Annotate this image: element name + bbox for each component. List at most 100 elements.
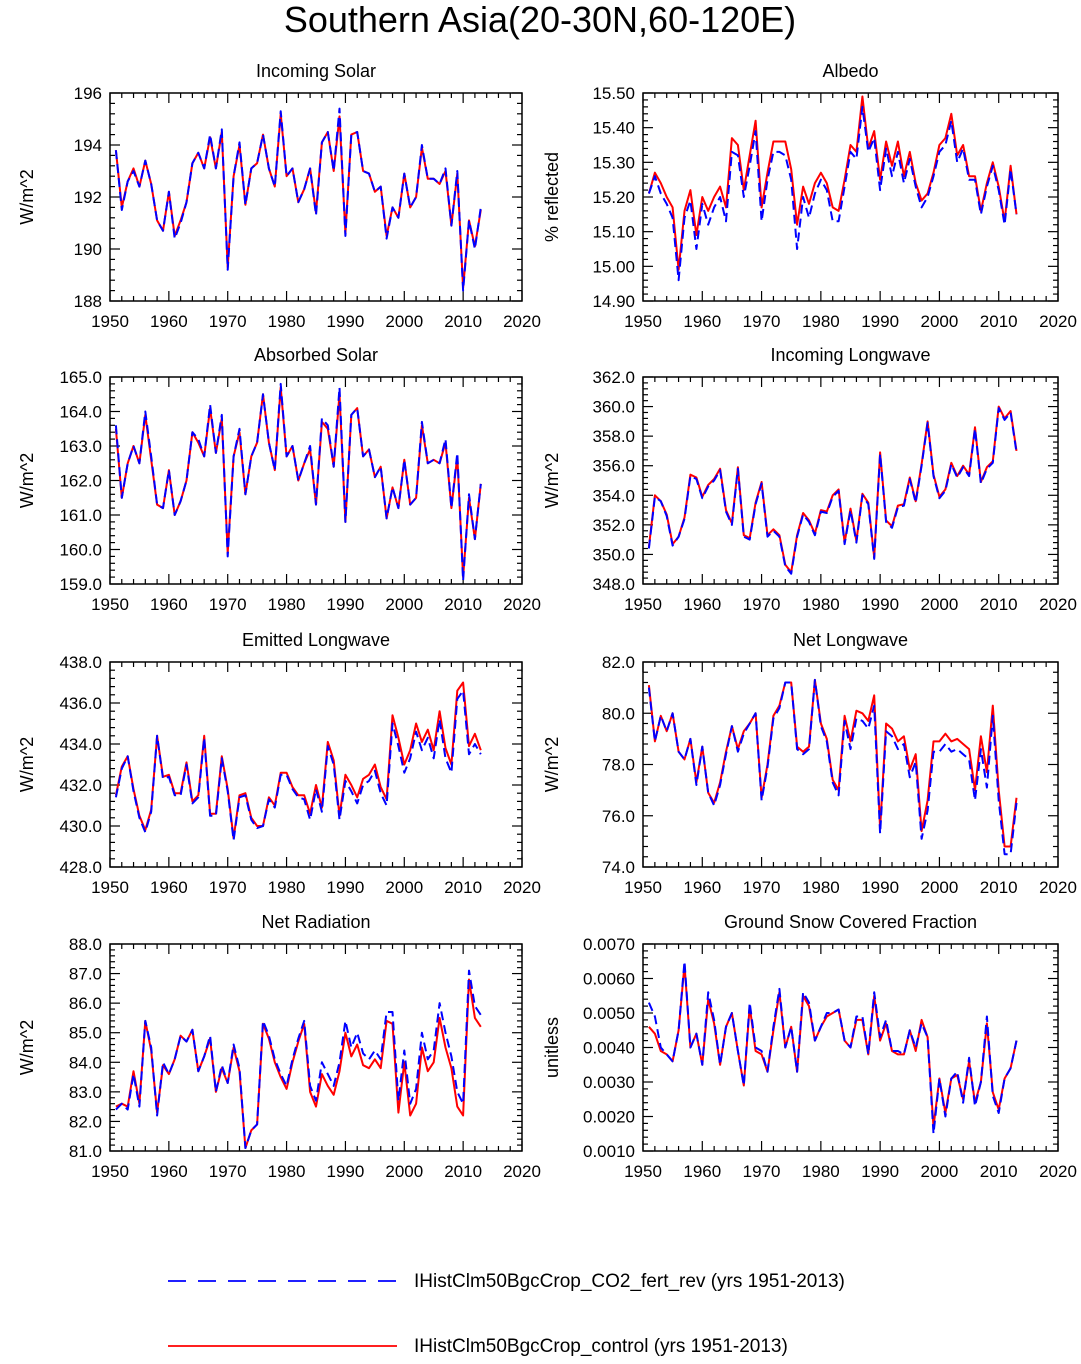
chart-emitted-longwave-series-co2-fert-rev-line	[114, 689, 482, 842]
chart-absorbed-solar-ytick-label: 159.0	[59, 575, 102, 594]
chart-absorbed-solar-ytick-label: 163.0	[59, 437, 102, 456]
chart-emitted-longwave-xtick-label: 2000	[385, 878, 423, 897]
chart-incoming-solar-xtick-label: 1950	[91, 312, 129, 331]
chart-ground-snow-covered-fraction: Ground Snow Covered Fraction unitless 1950…	[542, 912, 1077, 1181]
chart-incoming-solar-xtick-label: 1960	[150, 312, 188, 331]
chart-incoming-solar-xtick-label: 1990	[327, 312, 365, 331]
chart-net-radiation-series-control-line	[115, 978, 482, 1149]
chart-emitted-longwave-ytick-label: 434.0	[59, 735, 102, 754]
chart-ground-snow-covered-fraction-series-co2-fert-rev-line	[647, 960, 1018, 1135]
chart-incoming-longwave-ytick-label: 352.0	[592, 516, 635, 535]
chart-albedo-series-co2-fert-rev-line	[647, 105, 1018, 282]
chart-net-radiation-ytick-label: 84.0	[69, 1053, 102, 1072]
chart-ground-snow-covered-fraction-ytick-label: 0.0050	[583, 1004, 635, 1023]
chart-incoming-longwave-xtick-label: 1990	[861, 595, 899, 614]
chart-net-longwave-title: Net Longwave	[793, 630, 908, 650]
chart-incoming-solar-title: Incoming Solar	[256, 61, 376, 81]
chart-incoming-solar-ylabel: W/m^2	[17, 169, 37, 224]
chart-albedo-xtick-label: 2020	[1039, 312, 1077, 331]
chart-ground-snow-covered-fraction-xtick-label: 1960	[683, 1162, 721, 1181]
chart-emitted-longwave-ytick-label: 432.0	[59, 776, 102, 795]
chart-absorbed-solar-xtick-label: 1950	[91, 595, 129, 614]
chart-ground-snow-covered-fraction-xtick-label: 2010	[980, 1162, 1018, 1181]
chart-incoming-longwave-ytick-label: 358.0	[592, 427, 635, 446]
chart-absorbed-solar-ytick-label: 164.0	[59, 403, 102, 422]
chart-ground-snow-covered-fraction-ytick-label: 0.0010	[583, 1142, 635, 1161]
chart-incoming-longwave: Incoming Longwave W/m^2 1950 1960 1970 1980 19…	[542, 345, 1077, 614]
chart-albedo-title: Albedo	[822, 61, 878, 81]
chart-incoming-longwave-xtick-label: 1960	[683, 595, 721, 614]
chart-absorbed-solar-xtick-label: 1960	[150, 595, 188, 614]
chart-incoming-solar-xtick-label: 1970	[209, 312, 247, 331]
chart-net-radiation-xtick-label: 1960	[150, 1162, 188, 1181]
chart-albedo-xtick-label: 1960	[683, 312, 721, 331]
chart-net-radiation-xtick-label: 2000	[385, 1162, 423, 1181]
chart-net-radiation-xtick-label: 1950	[91, 1162, 129, 1181]
chart-incoming-solar-ytick-label: 190	[74, 240, 102, 259]
chart-incoming-solar-ytick-label: 196	[74, 84, 102, 103]
chart-net-longwave: Net Longwave W/m^2 1950 1960 1970 1980 1990 200…	[542, 630, 1077, 897]
chart-net-radiation-ytick-label: 81.0	[69, 1142, 102, 1161]
chart-net-radiation-ytick-label: 86.0	[69, 994, 102, 1013]
chart-incoming-longwave-xtick-label: 1980	[802, 595, 840, 614]
chart-absorbed-solar-xtick-label: 2000	[385, 595, 423, 614]
chart-absorbed-solar-series-control-line	[114, 386, 482, 579]
chart-incoming-longwave-frame	[642, 376, 1059, 585]
chart-absorbed-solar-xtick-label: 1970	[209, 595, 247, 614]
chart-net-radiation-ytick-label: 83.0	[69, 1083, 102, 1102]
chart-albedo-ytick-label: 15.20	[592, 188, 635, 207]
chart-absorbed-solar-frame	[109, 376, 523, 585]
chart-incoming-longwave-series-co2-fert-rev-line	[647, 407, 1018, 575]
chart-absorbed-solar-series-co2-fert-rev-line	[114, 382, 482, 582]
chart-ground-snow-covered-fraction-series-control-line	[648, 963, 1018, 1128]
chart-net-longwave-xtick-label: 2020	[1039, 878, 1077, 897]
chart-ground-snow-covered-fraction-xtick-label: 1950	[624, 1162, 662, 1181]
chart-net-longwave-xtick-label: 1950	[624, 878, 662, 897]
chart-albedo-ytick-label: 15.10	[592, 223, 635, 242]
chart-absorbed-solar-xtick-label: 2010	[444, 595, 482, 614]
chart-incoming-longwave-ytick-label: 362.0	[592, 368, 635, 387]
chart-incoming-solar-ytick-label: 192	[74, 188, 102, 207]
chart-incoming-solar-series-co2-fert-rev-line	[114, 107, 482, 292]
chart-albedo-frame	[642, 92, 1059, 302]
chart-ground-snow-covered-fraction-xtick-label: 2020	[1039, 1162, 1077, 1181]
chart-net-longwave-xtick-label: 1960	[683, 878, 721, 897]
chart-albedo-ytick-label: 15.00	[592, 257, 635, 276]
chart-incoming-longwave-ytick-label: 350.0	[592, 545, 635, 564]
chart-ground-snow-covered-fraction-ytick-label: 0.0060	[583, 970, 635, 989]
chart-net-longwave-xtick-label: 1970	[743, 878, 781, 897]
chart-net-radiation-xtick-label: 2020	[503, 1162, 541, 1181]
chart-emitted-longwave-frame	[109, 661, 523, 868]
chart-albedo-xtick-label: 2000	[921, 312, 959, 331]
chart-net-longwave-xtick-label: 2000	[921, 878, 959, 897]
chart-absorbed-solar-ytick-label: 165.0	[59, 368, 102, 387]
chart-emitted-longwave-xtick-label: 1970	[209, 878, 247, 897]
chart-emitted-longwave-ytick-label: 436.0	[59, 694, 102, 713]
chart-incoming-longwave-ytick-label: 360.0	[592, 398, 635, 417]
chart-incoming-longwave-series-control-line	[647, 405, 1018, 574]
chart-net-radiation-xtick-label: 2010	[444, 1162, 482, 1181]
chart-absorbed-solar-title: Absorbed Solar	[254, 345, 378, 365]
chart-absorbed-solar-ytick-label: 161.0	[59, 506, 102, 525]
chart-emitted-longwave-xtick-label: 2010	[444, 878, 482, 897]
chart-ground-snow-covered-fraction-ytick-label: 0.0030	[583, 1073, 635, 1092]
chart-net-radiation-ytick-label: 85.0	[69, 1024, 102, 1043]
chart-absorbed-solar-ytick-label: 162.0	[59, 472, 102, 491]
chart-absorbed-solar-xtick-label: 2020	[503, 595, 541, 614]
chart-incoming-solar: Incoming Solar W/m^2 1950 1960 1970 1980 1990 2…	[17, 61, 541, 331]
chart-incoming-longwave-xtick-label: 1950	[624, 595, 662, 614]
chart-net-radiation-xtick-label: 1990	[327, 1162, 365, 1181]
chart-albedo-xtick-label: 2010	[980, 312, 1018, 331]
chart-emitted-longwave-xtick-label: 1980	[268, 878, 306, 897]
chart-absorbed-solar-ylabel: W/m^2	[17, 453, 37, 508]
chart-emitted-longwave-series-control-line	[114, 681, 482, 840]
chart-net-radiation-xtick-label: 1980	[268, 1162, 306, 1181]
chart-net-longwave-ytick-label: 78.0	[602, 756, 635, 775]
chart-albedo-xtick-label: 1970	[743, 312, 781, 331]
chart-incoming-longwave-xtick-label: 2010	[980, 595, 1018, 614]
chart-incoming-solar-ytick-label: 194	[74, 136, 102, 155]
chart-absorbed-solar-ytick-label: 160.0	[59, 541, 102, 560]
chart-ground-snow-covered-fraction-xtick-label: 1990	[861, 1162, 899, 1181]
chart-ground-snow-covered-fraction-ytick-label: 0.0040	[583, 1039, 635, 1058]
